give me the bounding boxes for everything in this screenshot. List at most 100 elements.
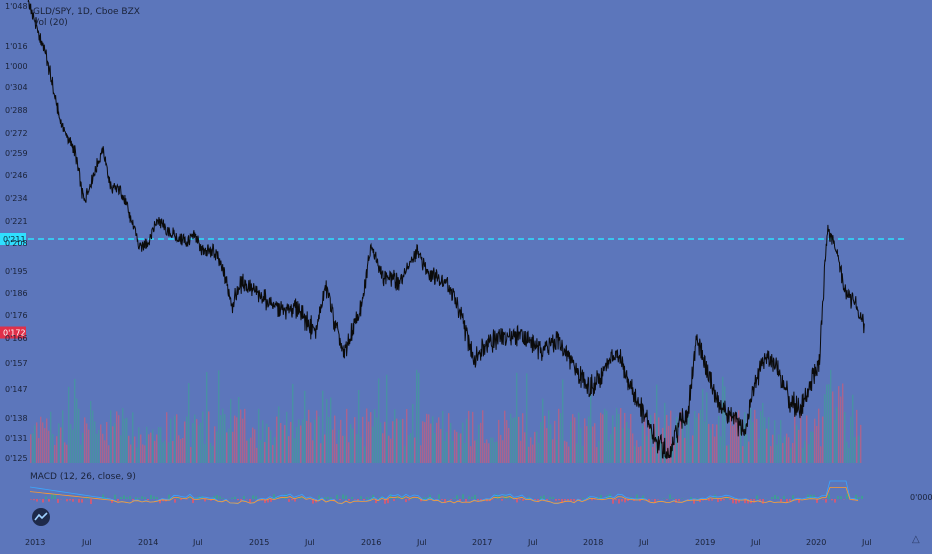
volume-bar [582,446,583,463]
volume-bar [752,422,753,463]
tradingview-logo-icon[interactable] [32,508,50,526]
volume-bar [82,433,83,463]
volume-bar [548,410,549,463]
price-tick-label: 0'138 [5,414,28,423]
volume-bar [790,448,791,463]
volume-bar [220,415,221,463]
volume-bar [226,432,227,463]
volume-bar [84,417,85,463]
macd-histogram-bar [78,499,80,503]
volume-bar [698,413,699,463]
volume-bar [716,425,717,463]
macd-histogram-bar [555,499,557,501]
volume-bar [442,411,443,463]
macd-histogram-bar [123,495,125,499]
volume-bar [584,418,585,463]
volume-bar [604,409,605,463]
volume-bar [482,410,483,463]
volume-bar [406,409,407,463]
volume-bar [640,446,641,463]
volume-bar [822,417,823,463]
time-tick-label: 2017 [472,538,492,547]
volume-bar [502,440,503,463]
volume-bar [280,423,281,463]
time-tick-label: Jul [304,538,315,547]
volume-bar [430,424,431,463]
macd-histogram-bar [624,499,626,502]
volume-bar [798,430,799,463]
volume-bar [256,448,257,463]
volume-bar [618,414,619,463]
macd-histogram-bar [42,499,44,502]
time-tick-label: 2019 [695,538,715,547]
macd-histogram-bar [72,499,74,502]
volume-bar [688,416,689,463]
volume-bar [626,422,627,463]
volume-bar [546,428,547,463]
volume-bar [160,427,161,463]
macd-histogram-bar [771,497,773,499]
volume-bar [642,425,643,463]
price-tick-label: 0'246 [5,171,28,180]
volume-bar [490,438,491,463]
macd-histogram-bar [474,495,476,499]
macd-histogram-bar [387,499,389,503]
volume-bar [38,438,39,463]
volume-bar [824,394,825,463]
scroll-up-icon[interactable]: △ [912,534,920,545]
volume-bar [118,415,119,463]
volume-bar [334,416,335,463]
volume-bar [128,436,129,463]
macd-histogram-bar [465,499,467,502]
macd-histogram-bar [762,499,764,504]
volume-bar [692,435,693,463]
volume-bar [834,420,835,463]
price-tick-label: 0'221 [5,217,28,226]
volume-bar [520,441,521,463]
volume-bar [458,433,459,463]
volume-bar [768,417,769,463]
macd-histogram-bar [345,496,347,499]
volume-bar [270,430,271,463]
volume-bar [338,430,339,463]
volume-bar [342,436,343,463]
price-series-line[interactable] [28,0,864,458]
macd-histogram-bar [663,498,665,499]
volume-bar [764,417,765,463]
volume-bar [302,419,303,463]
macd-histogram-bar [363,499,365,500]
volume-bar [602,414,603,463]
volume-bar [50,412,51,463]
volume-bar [706,392,707,463]
volume-bar [246,441,247,463]
macd-histogram-bar [840,496,842,499]
macd-histogram-bar [534,499,536,500]
volume-bar [374,409,375,463]
macd-histogram-bar [441,499,443,500]
volume-bar [354,417,355,463]
volume-bar [114,423,115,463]
volume-bar [762,403,763,463]
volume-bar [260,440,261,463]
time-tick-label: 2016 [361,538,381,547]
macd-histogram-bar [858,497,860,499]
volume-bar [578,413,579,463]
volume-bar [612,415,613,463]
time-tick-label: Jul [81,538,92,547]
volume-bar [460,433,461,463]
volume-bar [718,416,719,463]
volume-bar [326,399,327,463]
volume-bar [158,427,159,463]
macd-histogram-bar [729,499,731,500]
volume-bar [348,442,349,463]
macd-histogram-bar [219,496,221,499]
volume-bar [832,391,833,463]
volume-bar [522,413,523,463]
volume-bar [198,425,199,463]
macd-histogram-bar [423,497,425,499]
macd-histogram-bar [681,498,683,499]
macd-histogram-bar [468,496,470,499]
volume-bar [156,435,157,463]
